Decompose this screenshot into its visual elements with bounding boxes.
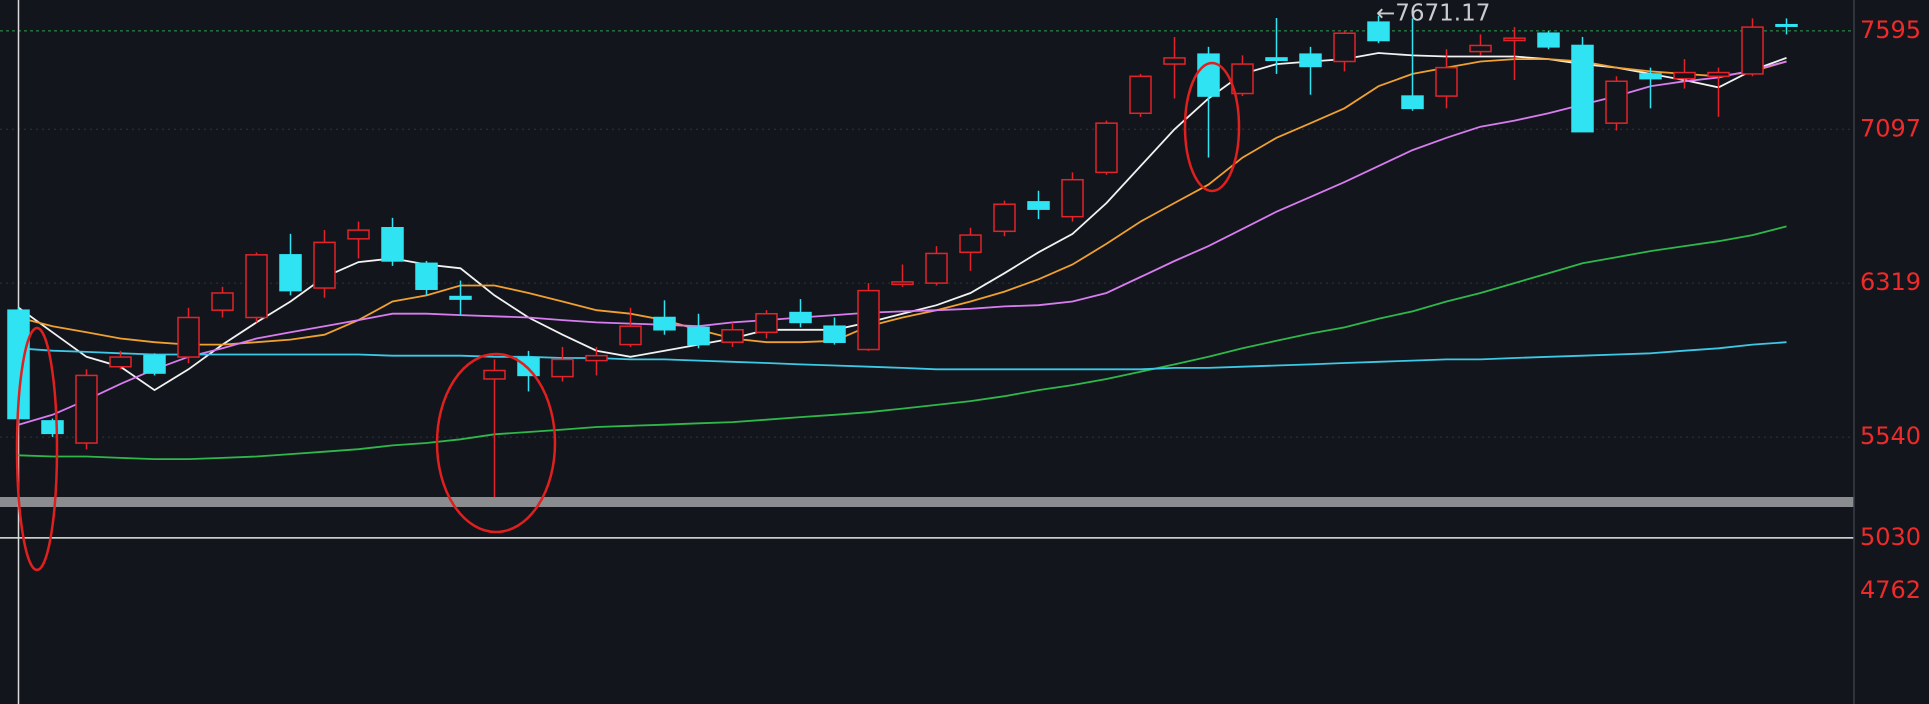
candle-body: [177, 316, 200, 358]
highlight-ellipse: [15, 326, 59, 572]
grid-layer: [0, 30, 1854, 539]
candle-body: [1435, 66, 1458, 97]
candle-body: [245, 254, 268, 319]
candle-body: [1197, 53, 1220, 97]
candle-body: [347, 229, 370, 240]
candle-body: [1231, 63, 1254, 95]
candle-body: [1095, 122, 1118, 174]
candle-body: [823, 325, 846, 343]
candle-body: [551, 358, 574, 378]
moving-averages: [17, 52, 1787, 460]
candle-body: [279, 254, 302, 292]
candle-body: [857, 289, 880, 351]
candle-body: [449, 295, 472, 300]
y-tick-label: 5030: [1860, 523, 1921, 551]
candle-body: [1299, 53, 1322, 68]
candle-body: [313, 241, 336, 289]
highlight-ellipse: [1183, 61, 1241, 193]
ma-line: [17, 52, 1787, 392]
candle-body: [1537, 32, 1560, 48]
candle-body: [75, 374, 98, 444]
candle-body: [755, 312, 778, 334]
candle-body: [585, 354, 608, 362]
ma-line: [18, 341, 1787, 371]
candle-body: [1163, 57, 1186, 65]
candle-body: [1333, 32, 1356, 63]
candle-body: [1367, 21, 1390, 42]
high-annotation: ←7671.17: [1376, 1, 1490, 27]
candle-body: [41, 420, 64, 435]
ma-line: [18, 58, 1787, 346]
candle-body: [381, 226, 404, 262]
candle-body: [415, 262, 438, 290]
highlight-ellipse: [435, 352, 557, 534]
candle-body: [1707, 71, 1730, 78]
candle-body: [993, 203, 1016, 233]
candle-body: [1401, 95, 1424, 110]
y-tick-label: 7097: [1860, 114, 1921, 142]
y-tick-label: 6319: [1860, 268, 1921, 296]
ma-line: [18, 60, 1787, 426]
candle-body: [1129, 75, 1152, 115]
candle-body: [1605, 80, 1628, 124]
candle-body: [1027, 201, 1050, 210]
candle-body: [1571, 44, 1594, 133]
candle-body: [1673, 71, 1696, 80]
candle-body: [721, 329, 744, 343]
y-axis: 7595 7097 6319 5540 5030 4762: [1860, 16, 1921, 604]
candle-body: [653, 316, 676, 331]
y-tick-label: 4762: [1860, 576, 1921, 604]
candle-body: [1741, 26, 1764, 75]
candle-body: [1775, 23, 1798, 27]
candle-body: [517, 357, 540, 377]
candle-body: [891, 281, 914, 286]
candles: [7, 15, 1798, 498]
ma-line: [18, 225, 1787, 460]
candle-body: [789, 311, 812, 324]
candle-body: [925, 252, 948, 284]
y-tick-label: 5540: [1860, 422, 1921, 450]
candle-body: [687, 326, 710, 346]
candle-body: [1503, 37, 1526, 42]
candle-body: [1061, 178, 1084, 218]
candle-body: [211, 292, 234, 311]
candle-body: [1639, 73, 1662, 80]
candle-body: [959, 234, 982, 254]
y-tick-label: 7595: [1860, 16, 1921, 44]
candle-body: [1265, 57, 1288, 62]
candle-body: [619, 325, 642, 346]
support-band: [0, 497, 1854, 507]
candle-body: [109, 356, 132, 368]
candle-body: [143, 354, 166, 374]
candle-body: [483, 369, 506, 380]
candle-body: [1469, 44, 1492, 53]
